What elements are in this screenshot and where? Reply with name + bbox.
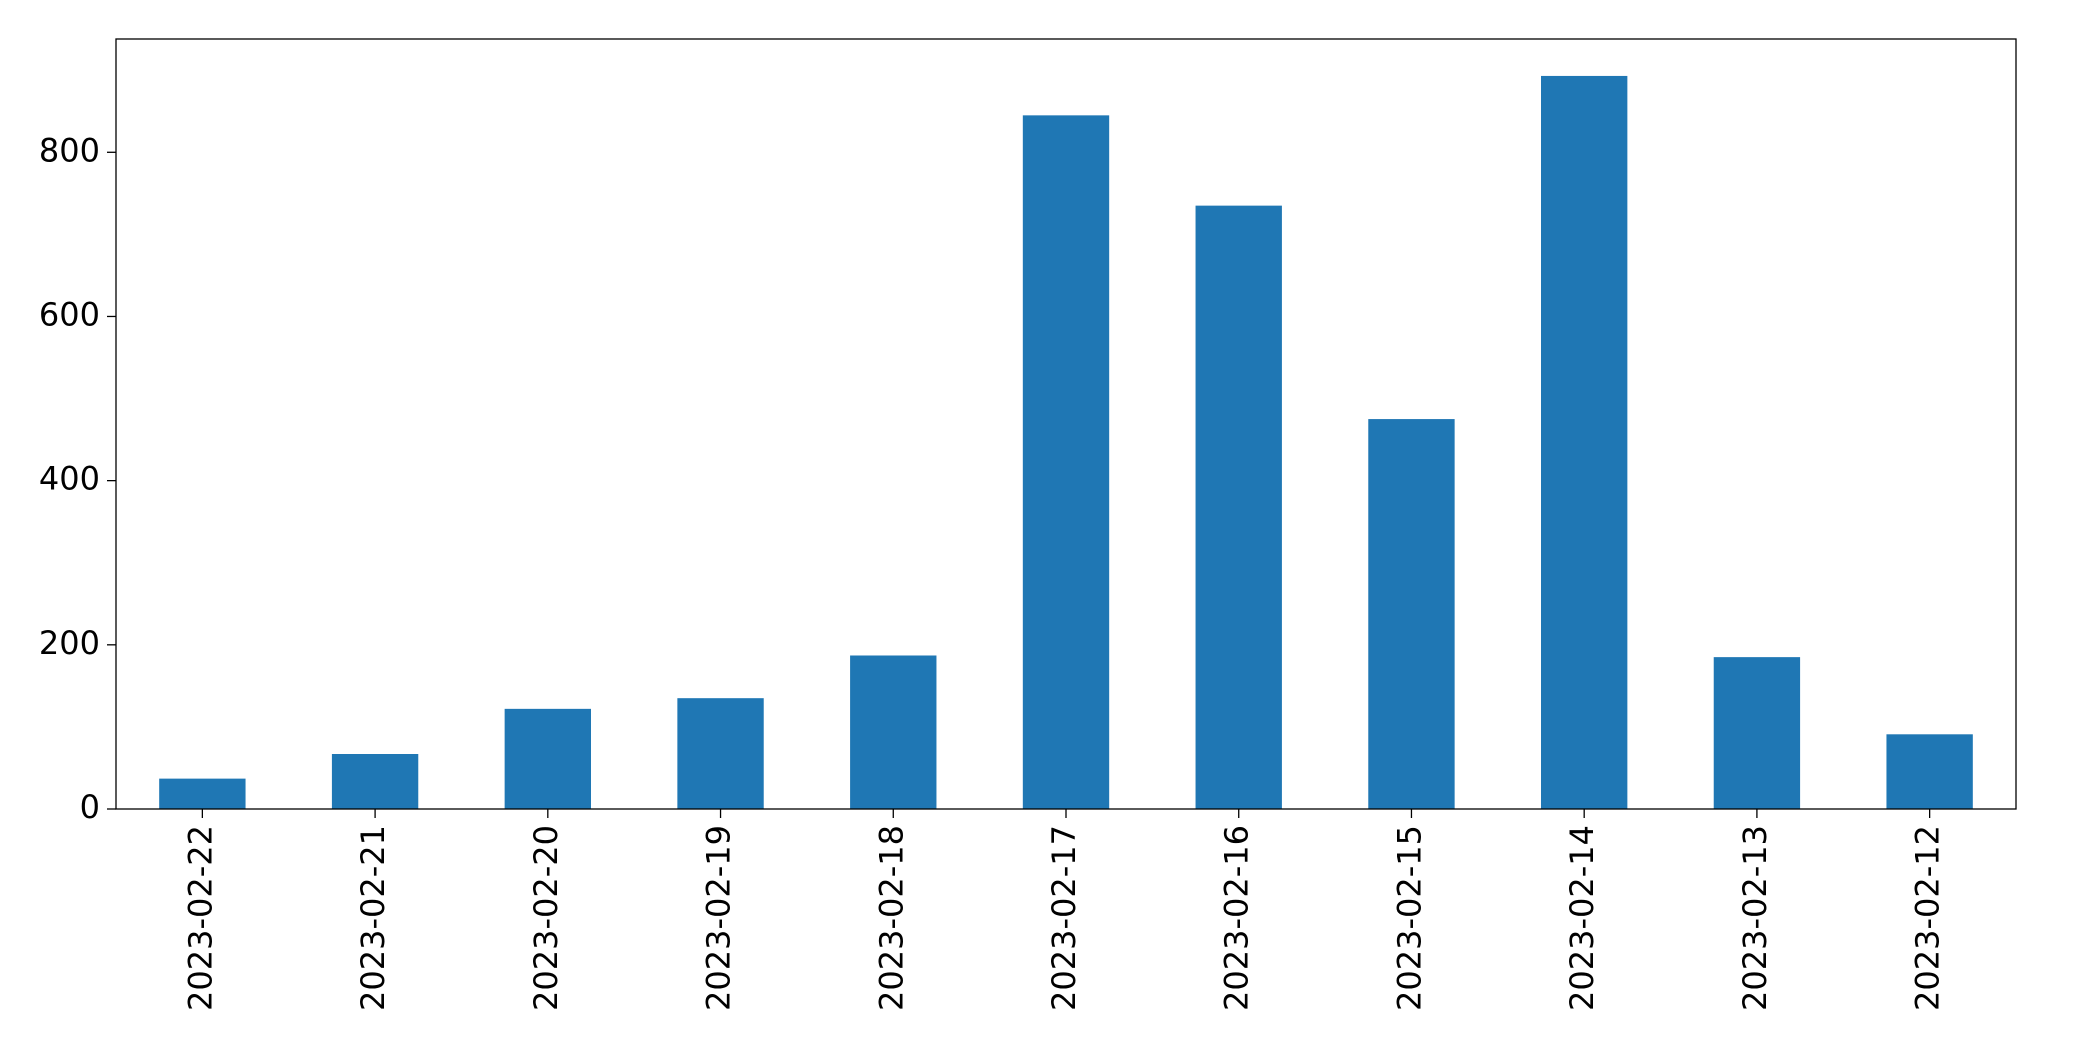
bar: [504, 708, 591, 809]
bar: [850, 655, 937, 809]
x-tick-label: 2023-02-14: [1563, 825, 1601, 1011]
x-tick-label: 2023-02-22: [181, 825, 219, 1011]
y-tick-label: 0: [80, 788, 100, 826]
bar: [1195, 205, 1282, 809]
bar: [1022, 115, 1110, 810]
x-tick-label: 2023-02-18: [872, 825, 910, 1011]
bar: [159, 778, 246, 809]
x-tick-label: 2023-02-16: [1218, 825, 1256, 1011]
x-tick-label: 2023-02-20: [527, 825, 565, 1011]
bar: [677, 698, 764, 809]
y-tick-label: 400: [39, 460, 100, 498]
x-tick-label: 2023-02-19: [700, 825, 738, 1011]
x-tick-label: 2023-02-17: [1045, 825, 1083, 1011]
x-tick-label: 2023-02-13: [1736, 825, 1774, 1011]
bar: [1713, 657, 1801, 809]
bar: [1886, 734, 1973, 809]
bar: [331, 754, 419, 809]
y-tick-label: 800: [39, 131, 100, 169]
x-tick-label: 2023-02-12: [1909, 825, 1947, 1011]
bar: [1368, 419, 1455, 809]
plot-frame: [115, 38, 2017, 810]
y-tick-label: 200: [39, 624, 100, 662]
y-tick-label: 600: [39, 295, 100, 333]
x-tick-label: 2023-02-15: [1390, 825, 1428, 1011]
x-tick-label: 2023-02-21: [354, 825, 392, 1011]
bar: [1541, 75, 1628, 809]
